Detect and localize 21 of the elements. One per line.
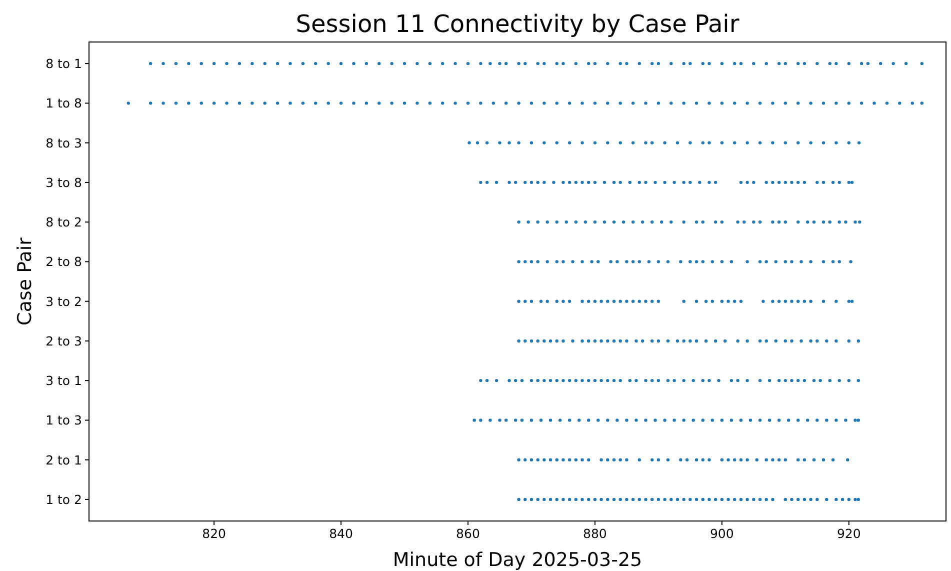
y-tick-label: 3 to 8 — [46, 174, 82, 190]
y-tick-label: 8 to 2 — [46, 214, 82, 230]
y-tick-label: 1 to 3 — [46, 412, 82, 428]
x-tick-label: 920 — [836, 526, 861, 541]
x-tick-label: 820 — [202, 526, 226, 541]
y-tick-label: 8 to 3 — [46, 135, 82, 150]
y-axis-title: Case Pair — [14, 237, 36, 326]
x-tick-label: 900 — [710, 526, 734, 541]
y-tick-label: 3 to 2 — [46, 294, 82, 309]
y-tick-label: 3 to 1 — [46, 373, 82, 388]
x-tick-label: 880 — [583, 526, 607, 541]
y-tick-label: 1 to 2 — [46, 492, 82, 507]
x-tick-label: 840 — [329, 526, 353, 541]
x-axis-title: Minute of Day 2025-03-25 — [392, 549, 642, 571]
chart-title: Session 11 Connectivity by Case Pair — [296, 10, 740, 38]
y-tick-label: 2 to 1 — [46, 452, 82, 468]
y-tick-label: 2 to 3 — [46, 333, 82, 348]
x-tick-label: 860 — [456, 526, 480, 541]
y-tick-label: 2 to 8 — [46, 254, 82, 270]
y-tick-label: 8 to 1 — [46, 56, 82, 72]
y-tick-label: 1 to 8 — [46, 96, 82, 111]
